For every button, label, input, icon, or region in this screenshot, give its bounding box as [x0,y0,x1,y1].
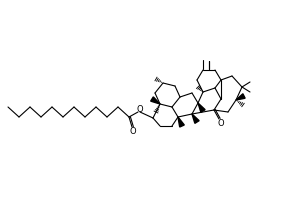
Polygon shape [198,103,205,112]
Polygon shape [192,114,199,123]
Text: O: O [130,127,136,136]
Text: O: O [137,106,143,114]
Polygon shape [236,94,245,100]
Polygon shape [151,97,160,104]
Polygon shape [178,117,184,127]
Text: O: O [218,118,224,128]
